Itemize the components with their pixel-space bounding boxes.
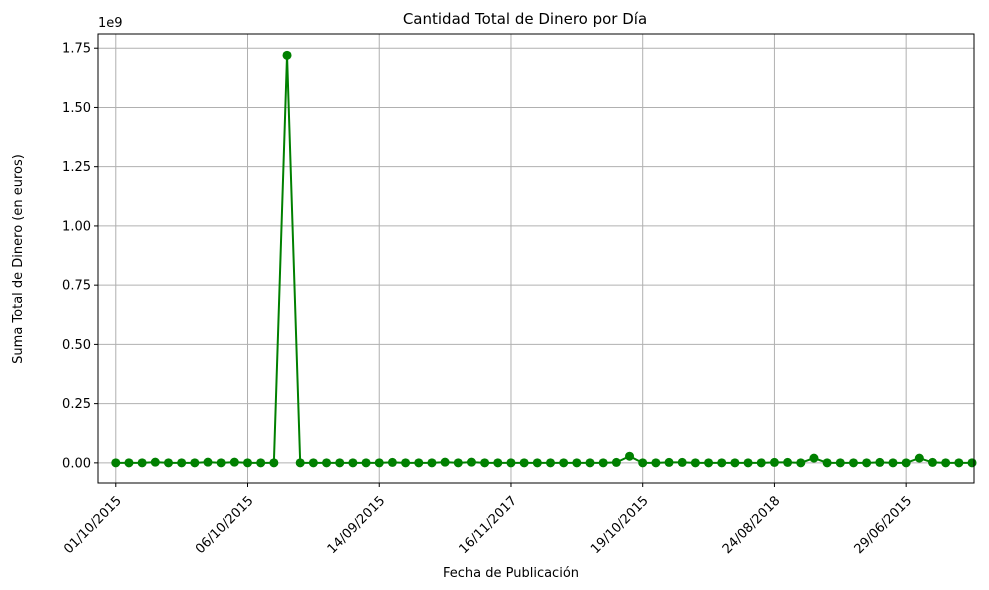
y-axis-multiplier: 1e9: [98, 16, 123, 31]
data-point: [783, 457, 793, 467]
data-point: [941, 458, 951, 468]
data-point: [704, 458, 714, 468]
data-point: [598, 458, 608, 468]
data-point: [625, 451, 635, 461]
data-point: [177, 458, 187, 468]
data-point: [664, 457, 674, 467]
data-point: [150, 457, 160, 467]
data-point: [269, 458, 279, 468]
data-point: [387, 457, 397, 467]
plot-frame: [97, 33, 975, 484]
data-point: [124, 458, 134, 468]
data-point: [559, 458, 569, 468]
data-point: [348, 458, 358, 468]
data-point: [282, 50, 292, 60]
data-point: [111, 458, 121, 468]
data-point: [427, 458, 437, 468]
data-point: [651, 458, 661, 468]
data-point: [190, 458, 200, 468]
y-tick-label: 0.25: [62, 397, 91, 412]
data-point: [545, 458, 555, 468]
data-point: [572, 458, 582, 468]
data-point: [914, 453, 924, 463]
data-point: [163, 458, 173, 468]
data-point: [809, 453, 819, 463]
y-tick-label: 0.00: [62, 456, 91, 471]
data-point: [480, 458, 490, 468]
data-point: [888, 458, 898, 468]
data-point: [374, 458, 384, 468]
data-point: [638, 458, 648, 468]
x-axis-label: Fecha de Publicación: [443, 566, 579, 581]
data-point: [901, 458, 911, 468]
y-tick-label: 0.50: [62, 338, 91, 353]
data-point: [414, 458, 424, 468]
data-point: [954, 458, 964, 468]
y-tick-label: 1.50: [62, 101, 91, 116]
data-point: [256, 458, 266, 468]
data-point: [875, 457, 885, 467]
data-point: [730, 458, 740, 468]
data-point: [229, 457, 239, 467]
y-tick-label: 1.00: [62, 219, 91, 234]
data-point: [585, 458, 595, 468]
data-point: [848, 458, 858, 468]
data-point: [322, 458, 332, 468]
data-point: [466, 457, 476, 467]
y-axis-label: Suma Total de Dinero (en euros): [11, 154, 26, 364]
data-point: [216, 458, 226, 468]
data-point: [335, 458, 345, 468]
data-point: [137, 458, 147, 468]
y-axis-ticks: 0.00 0.25 0.50 0.75 1.00 1.25 1.50 1.75: [62, 42, 98, 471]
data-point: [519, 458, 529, 468]
data-point: [928, 457, 938, 467]
y-tick-label: 1.75: [62, 42, 91, 57]
data-point: [677, 457, 687, 467]
data-point: [308, 458, 318, 468]
data-point: [532, 458, 542, 468]
data-point: [690, 458, 700, 468]
data-point: [835, 458, 845, 468]
data-point: [756, 458, 766, 468]
data-point: [743, 458, 753, 468]
data-point: [506, 458, 516, 468]
data-point: [822, 458, 832, 468]
data-point: [453, 458, 463, 468]
data-point: [611, 457, 621, 467]
data-point: [243, 458, 253, 468]
y-tick-label: 1.25: [62, 160, 91, 175]
data-point: [295, 458, 305, 468]
data-point: [493, 458, 503, 468]
data-series: [111, 50, 977, 468]
data-point: [361, 458, 371, 468]
data-point: [440, 457, 450, 467]
data-point: [967, 458, 977, 468]
y-tick-label: 0.75: [62, 279, 91, 294]
data-point: [203, 457, 213, 467]
data-point: [796, 458, 806, 468]
data-point: [717, 458, 727, 468]
data-point: [769, 457, 779, 467]
grid-lines: [98, 34, 974, 483]
chart-title: Cantidad Total de Dinero por Día: [403, 10, 647, 28]
data-point: [862, 458, 872, 468]
data-point: [401, 458, 411, 468]
